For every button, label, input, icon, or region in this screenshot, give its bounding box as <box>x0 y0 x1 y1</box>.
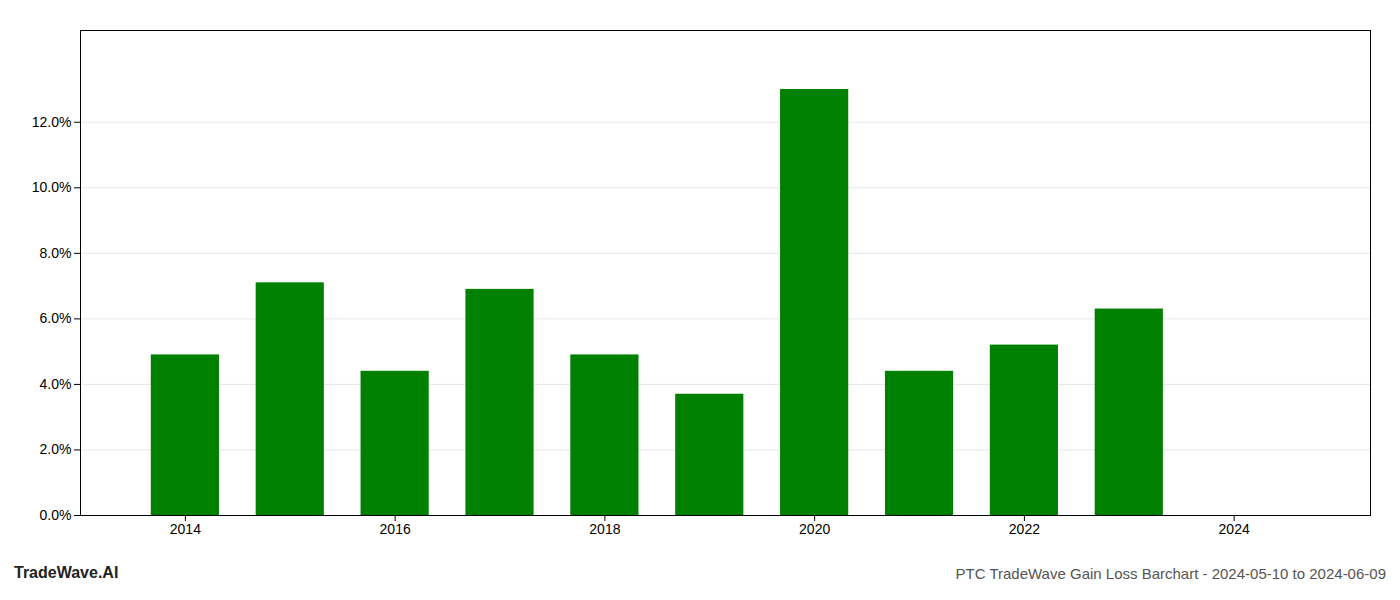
svg-text:2024: 2024 <box>1219 521 1250 537</box>
svg-text:6.0%: 6.0% <box>40 310 72 326</box>
html-text:PTC TradeWave Gain Loss Barcha: PTC TradeWave Gain Loss Barchart - 2024-… <box>955 565 1386 582</box>
svg-text:12.0%: 12.0% <box>32 114 72 130</box>
svg-text:10.0%: 10.0% <box>32 179 72 195</box>
svg-text:0.0%: 0.0% <box>40 507 72 523</box>
svg-text:2020: 2020 <box>799 521 830 537</box>
svg-text:2016: 2016 <box>380 521 411 537</box>
html-text:TradeWave.AI: TradeWave.AI <box>14 564 119 581</box>
svg-text:2.0%: 2.0% <box>40 441 72 457</box>
svg-text:2014: 2014 <box>170 521 201 537</box>
svg-text:4.0%: 4.0% <box>40 376 72 392</box>
svg-text:2022: 2022 <box>1009 521 1040 537</box>
svg-text:2018: 2018 <box>589 521 620 537</box>
svg-text:8.0%: 8.0% <box>40 245 72 261</box>
